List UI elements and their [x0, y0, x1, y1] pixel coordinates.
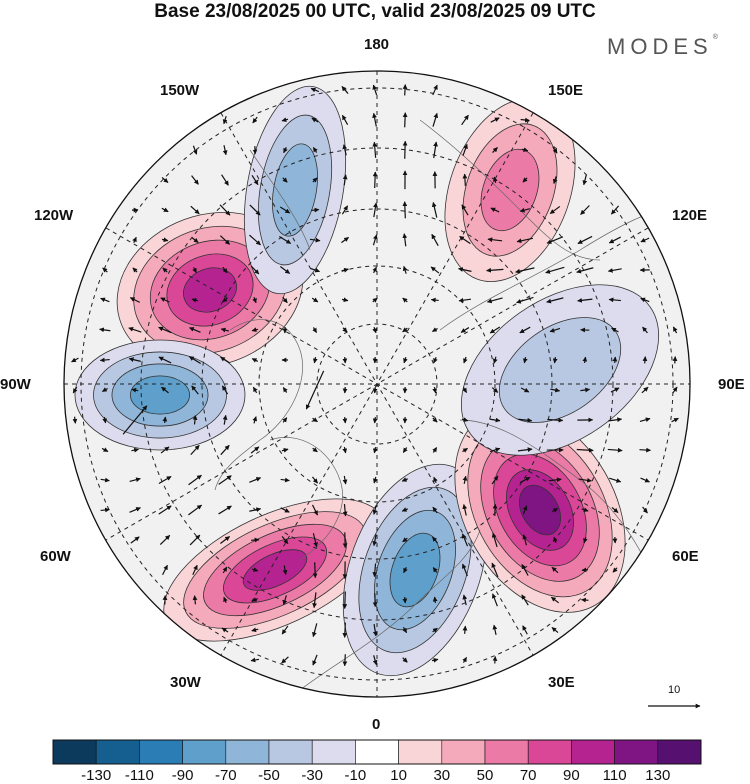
wind-arrow [465, 626, 466, 634]
wind-arrow [465, 174, 466, 186]
colorbar-box [442, 740, 485, 764]
colorbar-label: -10 [345, 767, 367, 784]
lon-label-0: 0 [372, 716, 380, 733]
colorbar [53, 740, 701, 764]
lon-label-150w: 150W [160, 82, 199, 99]
colorbar-label: 130 [645, 767, 670, 784]
lon-label-90w: 90W [0, 376, 31, 393]
colorbar-label: -90 [172, 767, 194, 784]
colorbar-box [355, 740, 398, 764]
colorbar-label: -70 [215, 767, 237, 784]
wind-arrow [639, 450, 650, 451]
colorbar-box [485, 740, 528, 764]
colorbar-box [53, 740, 96, 764]
colorbar-box [269, 740, 312, 764]
wind-arrow [345, 592, 346, 609]
lon-label-120e: 120E [672, 207, 707, 224]
wind-arrow [345, 417, 346, 423]
modes-logo: MODES® [607, 34, 718, 60]
lon-label-180: 180 [364, 36, 389, 53]
wind-arrow [582, 600, 589, 601]
colorbar-label: -30 [301, 767, 323, 784]
wind-arrow [405, 597, 406, 603]
colorbar-box [399, 740, 442, 764]
lon-label-60e: 60E [672, 548, 699, 565]
wind-arrow [75, 417, 76, 424]
anomaly-contour [130, 376, 189, 414]
lon-label-30e: 30E [548, 674, 575, 691]
wind-arrow [195, 596, 196, 605]
wind-arrow [315, 562, 316, 577]
colorbar-box [571, 740, 614, 764]
colorbar-box [528, 740, 571, 764]
map-title: Base 23/08/2025 00 UTC, valid 23/08/2025… [0, 0, 750, 24]
wind-arrow [405, 141, 406, 158]
wind-arrow [375, 172, 376, 188]
colorbar-box [226, 740, 269, 764]
colorbar-box [139, 740, 182, 764]
lon-label-90e: 90E [718, 376, 745, 393]
colorbar-label: -50 [258, 767, 280, 784]
colorbar-box [183, 740, 226, 764]
colorbar-label: -110 [125, 767, 154, 784]
wind-arrow [345, 654, 346, 665]
colorbar-label: 50 [477, 767, 494, 784]
colorbar-box [658, 740, 701, 764]
logo-text: MODES [607, 34, 713, 59]
colorbar-label: 90 [563, 767, 580, 784]
colorbar-box [96, 740, 139, 764]
colorbar-label: 70 [520, 767, 537, 784]
colorbar-box [312, 740, 355, 764]
wind-arrow [435, 597, 436, 603]
wind-arrow [375, 417, 376, 423]
wind-arrow [375, 387, 376, 393]
colorbar-label: -130 [81, 767, 111, 784]
wind-arrow [165, 417, 166, 423]
anomaly-center [75, 340, 245, 450]
wind-arrow [645, 357, 646, 364]
colorbar-label: 10 [390, 767, 407, 784]
logo-mark: ® [713, 34, 718, 41]
wind-arrow [345, 623, 346, 638]
wind-arrow [405, 202, 406, 219]
wind-arrow [345, 357, 346, 363]
lon-label-30w: 30W [170, 674, 201, 691]
colorbar-label: 30 [433, 767, 450, 784]
reference-vector-label: 10 [668, 684, 680, 696]
wind-arrow [405, 85, 406, 96]
wind-arrow [405, 113, 406, 128]
colorbar-box [615, 740, 658, 764]
lon-label-150e: 150E [548, 82, 583, 99]
lon-label-60w: 60W [40, 548, 71, 565]
wind-arrow [615, 357, 616, 363]
lon-label-120w: 120W [34, 207, 73, 224]
colorbar-label: 110 [603, 767, 627, 784]
wind-arrow [251, 540, 259, 541]
